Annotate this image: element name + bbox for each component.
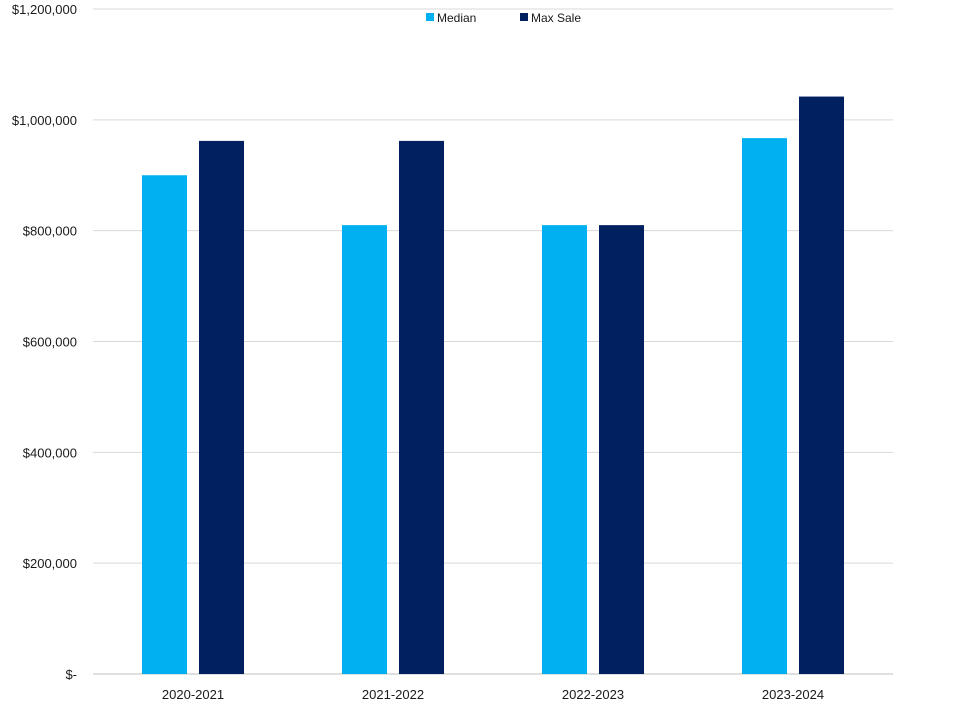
y-tick-label: $400,000: [23, 445, 77, 460]
y-tick-label: $800,000: [23, 224, 77, 239]
x-tick-label: 2021-2022: [362, 687, 424, 702]
y-tick-label: $1,000,000: [12, 113, 77, 128]
bar-median: [742, 138, 787, 674]
legend: Median Max Sale: [426, 11, 581, 25]
y-axis-ticks: $- $200,000 $400,000 $600,000 $800,000 $1,000…: [12, 2, 77, 682]
legend-label: Median: [437, 11, 476, 25]
x-tick-label: 2023-2024: [762, 687, 824, 702]
bar-median: [542, 225, 587, 674]
y-tick-label: $-: [65, 667, 77, 682]
bar-max-sale: [799, 96, 844, 674]
bar-median: [142, 175, 187, 674]
y-tick-label: $1,200,000: [12, 2, 77, 17]
bar-max-sale: [399, 140, 444, 674]
y-tick-label: $200,000: [23, 556, 77, 571]
bar-median: [342, 225, 387, 674]
bar-max-sale: [599, 225, 644, 674]
x-tick-label: 2020-2021: [162, 687, 224, 702]
legend-swatch: [520, 13, 528, 21]
legend-label: Max Sale: [531, 11, 581, 25]
x-axis-ticks: 2020-2021 2021-2022 2022-2023 2023-2024: [162, 687, 824, 702]
legend-swatch: [426, 13, 434, 21]
x-tick-label: 2022-2023: [562, 687, 624, 702]
bar-max-sale: [199, 140, 244, 674]
bars: [142, 96, 844, 674]
y-tick-label: $600,000: [23, 335, 77, 350]
